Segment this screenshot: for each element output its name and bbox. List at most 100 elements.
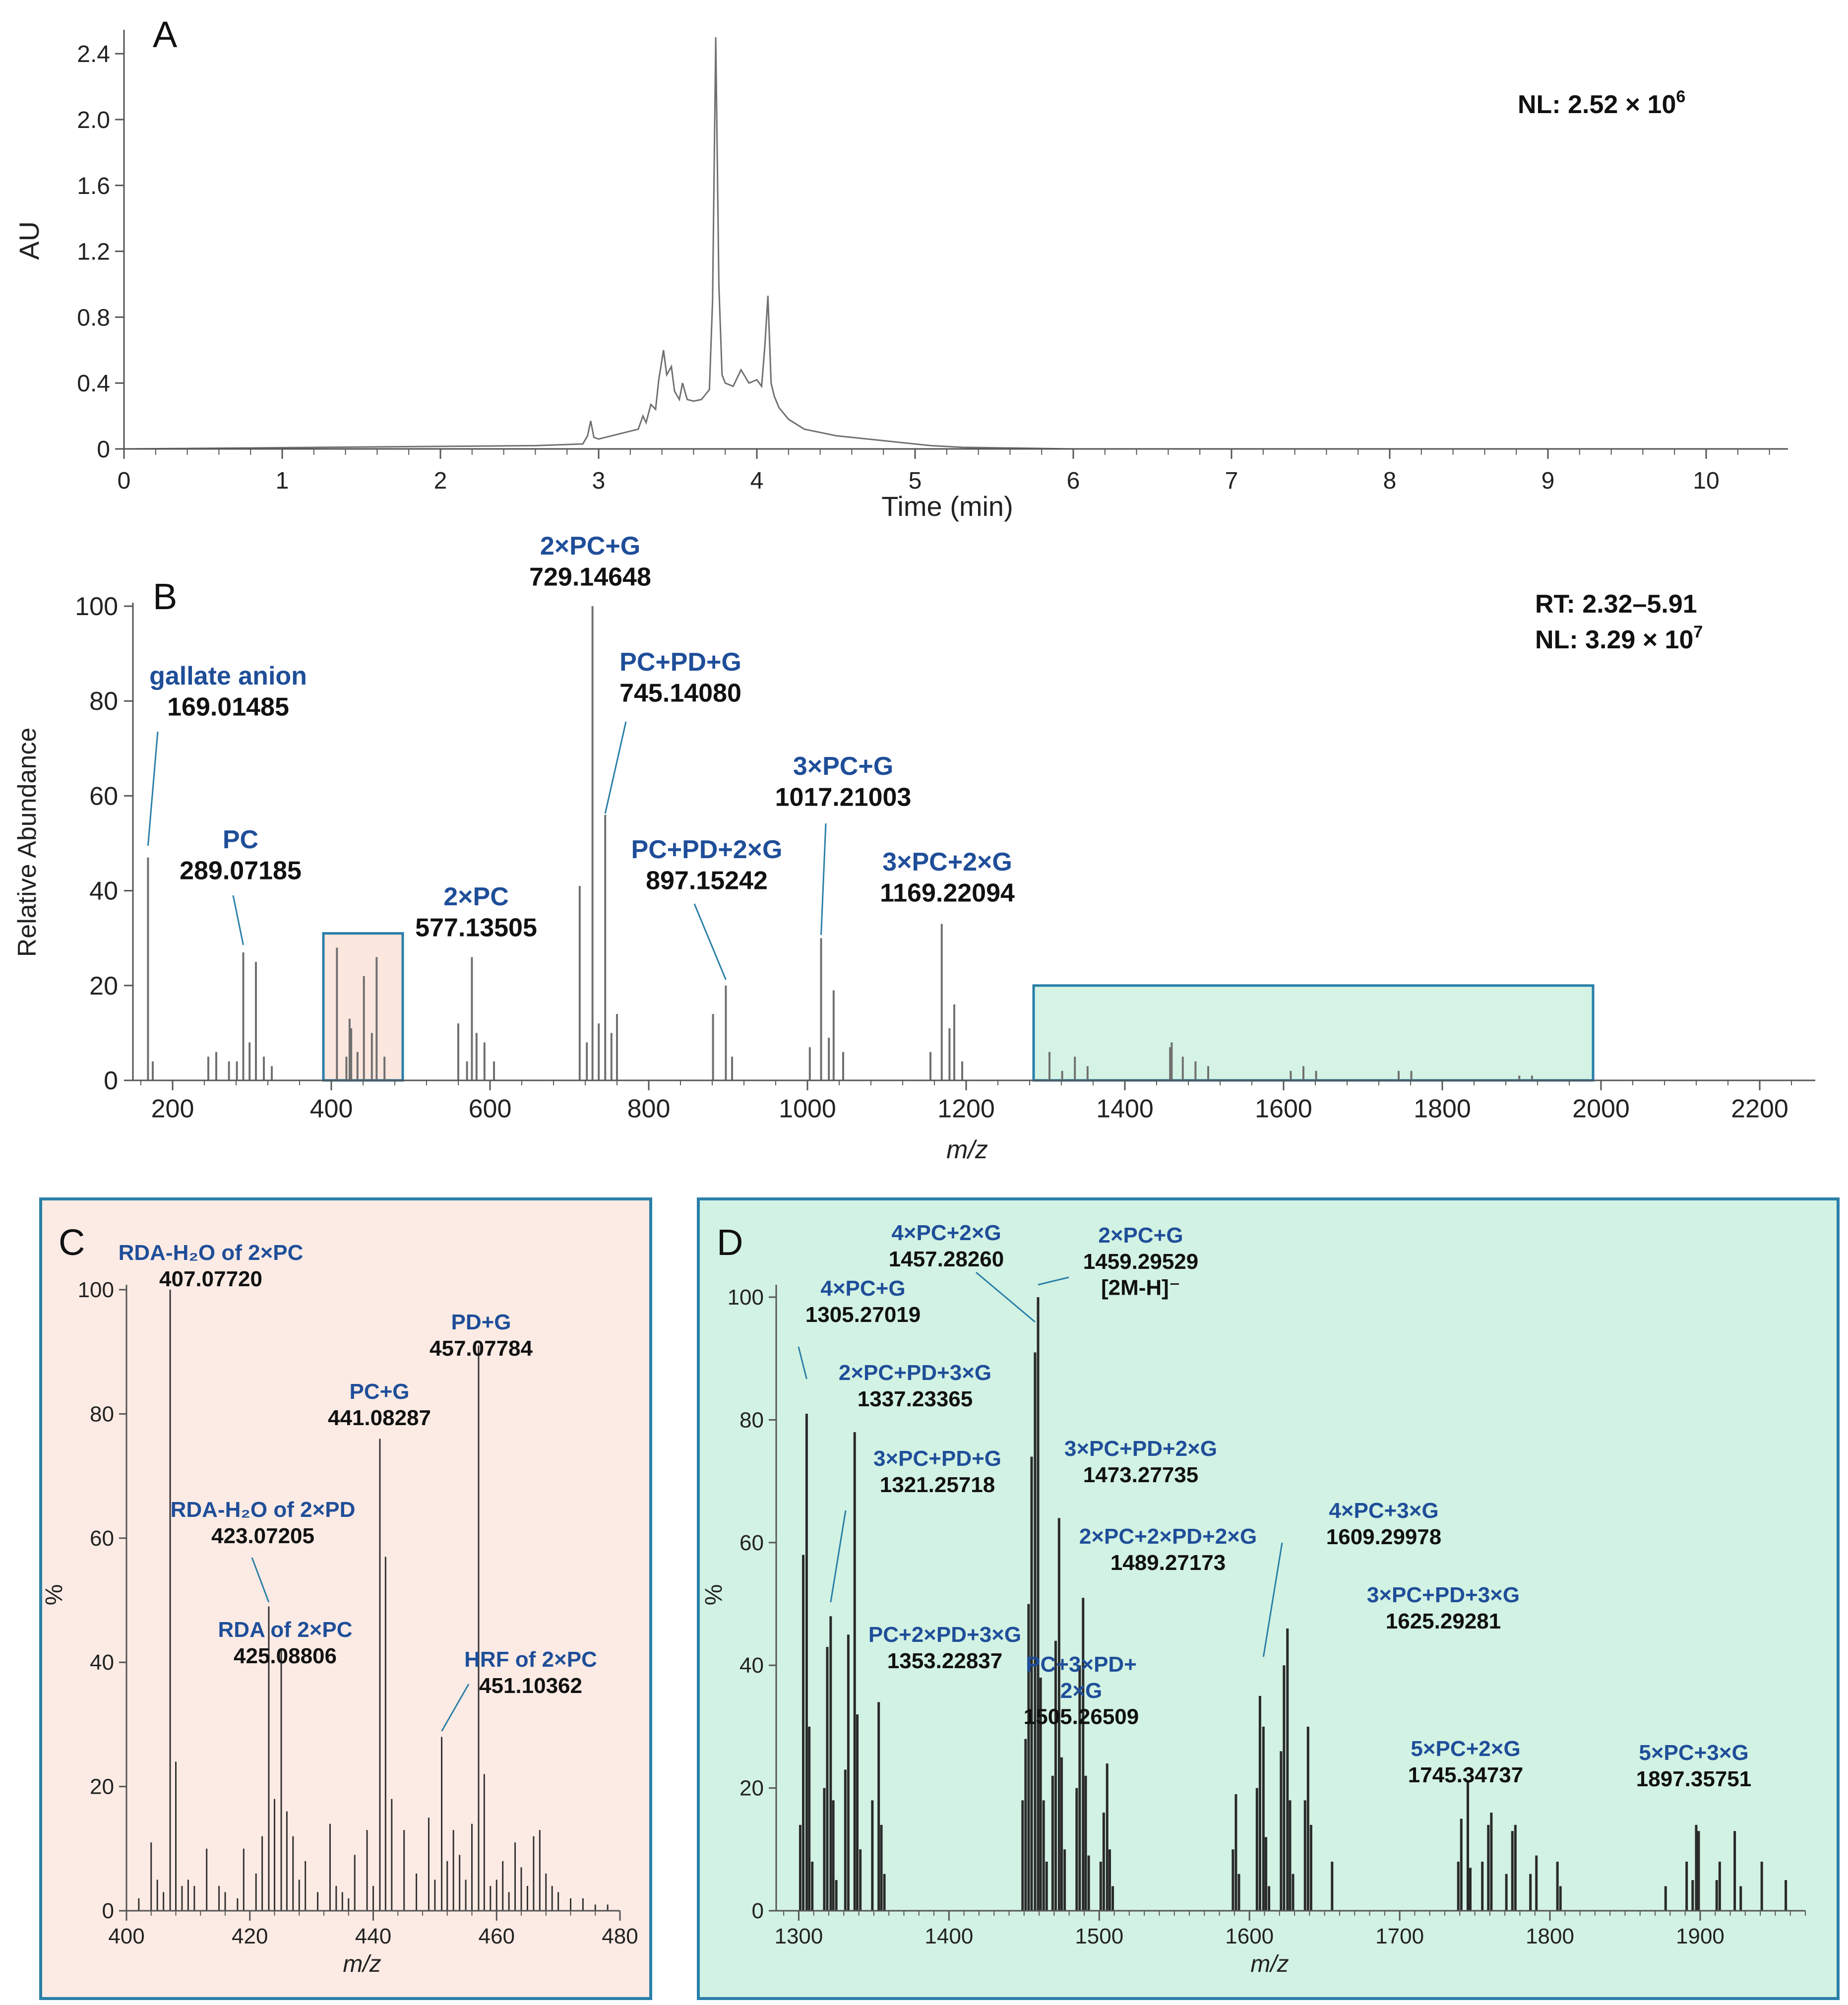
y-tick-label: 2.4 <box>77 41 110 67</box>
peak-annotation-ion: [2M-H]⁻ <box>1101 1276 1180 1300</box>
peak-annotation-name: 2×PC+2×PD+2×G <box>1079 1524 1257 1549</box>
y-tick-label: 1.6 <box>77 173 110 199</box>
peak-annotation-name: RDA of 2×PC <box>218 1618 353 1642</box>
y-tick-label: 0 <box>97 437 110 463</box>
panel-b-label: B <box>153 576 177 617</box>
y-tick-label: 40 <box>739 1653 764 1678</box>
annotation-leader-line <box>830 1510 847 1603</box>
peak-annotation-mz: 407.07720 <box>159 1267 262 1291</box>
peak-annotation-name: 4×PC+2×G <box>891 1221 1001 1245</box>
panel-c: C 0 20 40 60 80 100 400 420 440 460 480 % m/z RDA… <box>39 1197 652 2000</box>
x-tick-label: 1800 <box>1526 1924 1574 1948</box>
peak-annotation-name: 3×PC+PD+3×G <box>1367 1583 1520 1607</box>
zoom-box-d <box>1032 984 1595 1082</box>
x-tick-label: 1900 <box>1676 1924 1725 1948</box>
peak-annotation-name: PC <box>223 825 258 854</box>
peak-annotation-name: RDA-H₂O of 2×PC <box>119 1241 304 1265</box>
x-tick-label: 460 <box>479 1924 515 1948</box>
annotation-leader-line <box>798 1346 807 1379</box>
x-axis-label: m/z <box>343 1951 381 1977</box>
x-tick-label: 4 <box>750 468 764 494</box>
peak-annotation-name: PC+PD+2×G <box>631 835 783 864</box>
x-tick-label: 1000 <box>779 1095 836 1124</box>
x-tick-label: 480 <box>602 1924 638 1948</box>
y-tick-label: 40 <box>89 877 118 906</box>
peak-annotation-mz: 1321.25718 <box>880 1473 995 1497</box>
peak-annotation-mz: 1489.27173 <box>1110 1551 1226 1575</box>
peak-annotation-mz: 1897.35751 <box>1636 1767 1751 1791</box>
annotation-leader-line <box>604 721 627 814</box>
x-tick-label: 1800 <box>1414 1095 1471 1124</box>
x-tick-label: 2 <box>434 468 447 494</box>
y-tick-label: 40 <box>90 1650 114 1675</box>
y-axis-label: Relative Abundance <box>13 728 42 957</box>
x-tick-label: 440 <box>355 1924 391 1948</box>
x-tick-label: 1700 <box>1375 1924 1424 1948</box>
x-axis-label: Time (min) <box>881 491 1013 522</box>
x-tick-label: 1400 <box>1096 1095 1154 1124</box>
y-axis-label: % <box>701 1584 727 1606</box>
x-tick-label: 1600 <box>1255 1095 1312 1124</box>
x-axis-label: m/z <box>1250 1951 1289 1977</box>
x-tick-label: 1500 <box>1075 1924 1123 1948</box>
x-tick-label: 0 <box>118 468 131 494</box>
y-tick-label: 20 <box>739 1776 764 1801</box>
peak-annotation-name: gallate anion <box>149 662 307 690</box>
x-tick-label: 400 <box>310 1095 353 1124</box>
peak-annotation-mz: 423.07205 <box>211 1524 314 1548</box>
peak-annotation-mz: 441.08287 <box>328 1406 431 1430</box>
x-tick-label: 5 <box>909 468 922 494</box>
normalization-level: NL: 2.52 × 106 <box>1518 87 1685 119</box>
panel-d-label: D <box>717 1222 743 1263</box>
x-tick-label: 10 <box>1693 468 1719 494</box>
annotation-leader-line <box>147 731 159 846</box>
peak-annotation-name: 3×PC+PD+G <box>873 1446 1001 1471</box>
panel-c-label: C <box>59 1222 85 1263</box>
peak-annotation-mz: 897.15242 <box>646 866 768 895</box>
x-tick-label: 200 <box>151 1095 194 1124</box>
peak-annotation-mz: 1473.27735 <box>1083 1463 1198 1487</box>
peak-annotation-name: HRF of 2×PC <box>464 1647 597 1672</box>
y-tick-label: 0.4 <box>77 371 110 397</box>
retention-time: RT: 2.32–5.91 <box>1535 590 1697 619</box>
peak-annotation-name: RDA-H₂O of 2×PD <box>171 1498 356 1522</box>
panel-c-background <box>39 1197 652 2000</box>
peak-annotation-name: 3×PC+PD+2×G <box>1064 1437 1217 1461</box>
y-tick-label: 1.2 <box>77 239 110 265</box>
peak-annotation-mz: 1017.21003 <box>775 783 912 812</box>
panel-d: D 0 20 40 60 80 100 1300 1400 1500 1600 1700 1800 1… <box>697 1197 1840 2000</box>
peak-annotation-name: 2×PC+G <box>1098 1223 1183 1248</box>
x-tick-label: 400 <box>108 1924 144 1948</box>
peak-annotation-mz: 169.01485 <box>167 692 289 721</box>
y-tick-label: 80 <box>90 1402 114 1426</box>
peak-annotation-name: 4×PC+3×G <box>1329 1499 1438 1523</box>
x-tick-label: 7 <box>1225 468 1238 494</box>
chromatogram-trace <box>123 37 1786 450</box>
x-tick-label: 1200 <box>937 1095 995 1124</box>
peak-annotation-name-cont: 2×G <box>1060 1679 1102 1703</box>
peak-annotation-mz: 1609.29978 <box>1326 1525 1441 1549</box>
x-tick-label: 1300 <box>774 1924 823 1948</box>
x-axis-label: m/z <box>946 1135 988 1164</box>
peak-annotation-mz: 1625.29281 <box>1386 1609 1501 1633</box>
panel-b: B 0 20 40 60 80 100 200 400 600 800 1000 1200 1400 1… <box>13 532 1815 1164</box>
peak-annotation-mz: 289.07185 <box>180 856 302 885</box>
x-tick-label: 6 <box>1067 468 1080 494</box>
peak-annotation-mz: 425.08806 <box>234 1644 337 1668</box>
peak-annotation-mz: 1169.22094 <box>880 878 1015 907</box>
peak-annotation-mz: 577.13505 <box>415 913 537 942</box>
x-tick-label: 3 <box>592 468 606 494</box>
peak-annotation-mz: 1353.22837 <box>887 1649 1002 1673</box>
peak-annotation-mz: 1459.29529 <box>1083 1250 1198 1274</box>
peak-annotation-name: 2×PC <box>443 882 509 911</box>
panel-a-label: A <box>153 14 178 55</box>
peak-annotation-mz: 1337.23365 <box>858 1387 973 1411</box>
x-tick-label: 8 <box>1383 468 1397 494</box>
annotation-leader-line <box>1038 1276 1069 1286</box>
peak-annotation-name: PC+PD+G <box>619 648 741 677</box>
peak-annotation-name: PD+G <box>451 1310 511 1334</box>
annotation-leader-line <box>232 895 244 945</box>
annotation-leader-line <box>251 1557 270 1603</box>
y-tick-label: 0.8 <box>77 305 110 331</box>
peak-annotation-mz: 451.10362 <box>479 1674 582 1698</box>
